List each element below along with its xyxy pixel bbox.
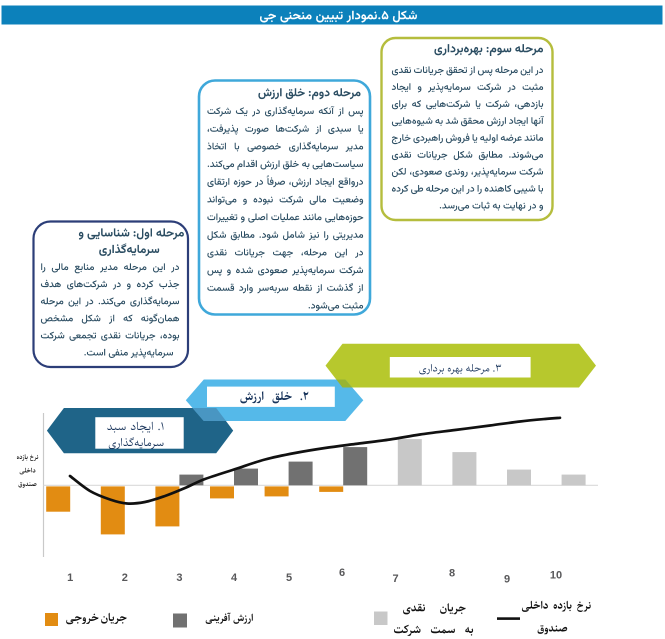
svg-text:1: 1 [67, 572, 73, 584]
svg-text:6: 6 [339, 567, 345, 579]
svg-text:7: 7 [392, 573, 398, 585]
svg-text:9: 9 [504, 574, 510, 586]
svg-text:4: 4 [231, 572, 238, 584]
svg-text:8: 8 [449, 568, 455, 580]
svg-text:10: 10 [550, 570, 562, 582]
svg-text:3: 3 [176, 572, 182, 584]
svg-text:2: 2 [122, 572, 128, 584]
svg-text:5: 5 [286, 572, 292, 584]
